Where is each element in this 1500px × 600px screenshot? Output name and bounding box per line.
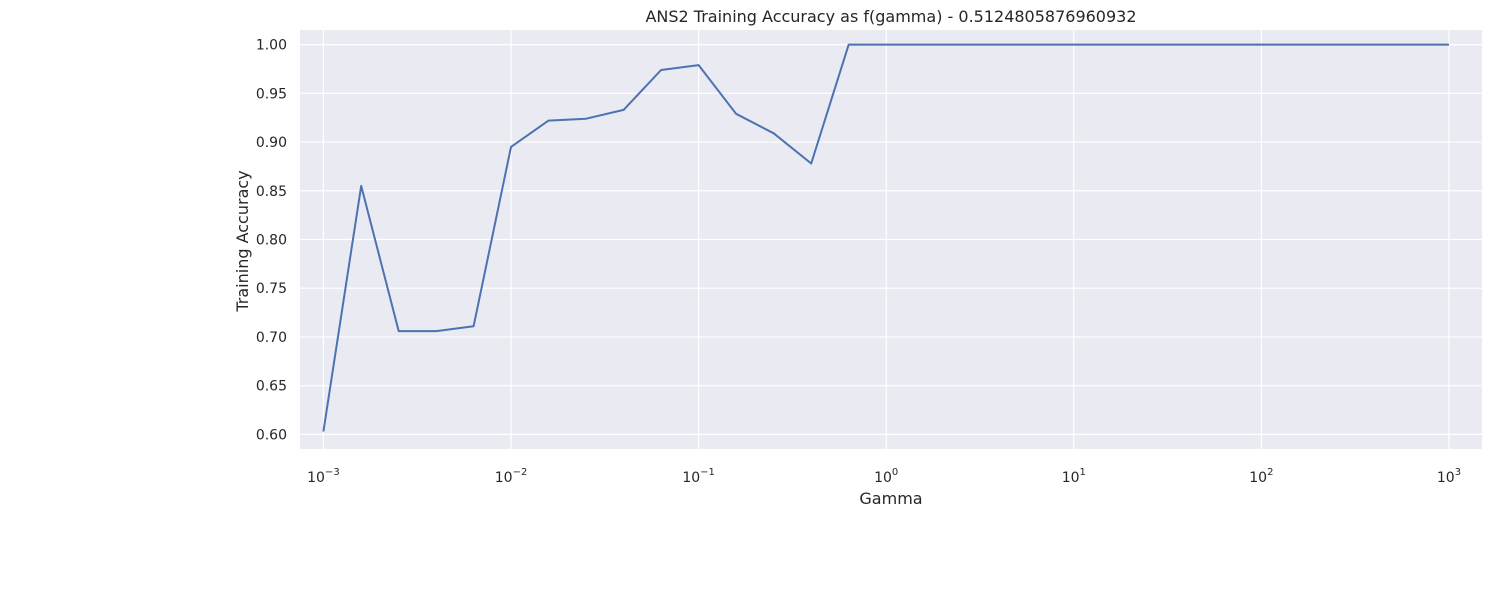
chart-title: ANS2 Training Accuracy as f(gamma) - 0.5… — [645, 7, 1136, 26]
series-layer — [322, 43, 1449, 432]
x-axis-label: Gamma — [859, 489, 922, 508]
y-tick-label: 0.95 — [256, 86, 287, 102]
y-tick-label: 0.70 — [256, 330, 287, 346]
y-axis-ticks: 0.60 0.65 0.70 0.75 0.80 0.85 0.90 0.95 1.00 — [256, 38, 287, 444]
x-tick-label: 10−3 — [307, 467, 340, 486]
y-tick-label: 0.75 — [256, 281, 287, 297]
y-tick-label: 0.60 — [256, 427, 287, 443]
x-axis-ticks: 10−3 10−2 10−1 100 101 102 103 — [307, 467, 1461, 486]
x-tick-label: 103 — [1437, 467, 1461, 486]
grid-lines — [300, 30, 1482, 449]
y-tick-label: 0.80 — [256, 233, 287, 249]
y-tick-label: 1.00 — [256, 38, 287, 54]
x-tick-label: 100 — [874, 467, 898, 486]
x-tick-label: 10−2 — [495, 467, 528, 486]
x-tick-label: 102 — [1249, 467, 1273, 486]
y-tick-label: 0.65 — [256, 379, 287, 395]
x-tick-label: 101 — [1062, 467, 1086, 486]
x-tick-label: 10−1 — [682, 467, 715, 486]
y-tick-label: 0.90 — [256, 135, 287, 151]
y-axis-label: Training Accuracy — [233, 170, 252, 312]
y-tick-label: 0.85 — [256, 184, 287, 200]
series-line — [322, 43, 1449, 432]
